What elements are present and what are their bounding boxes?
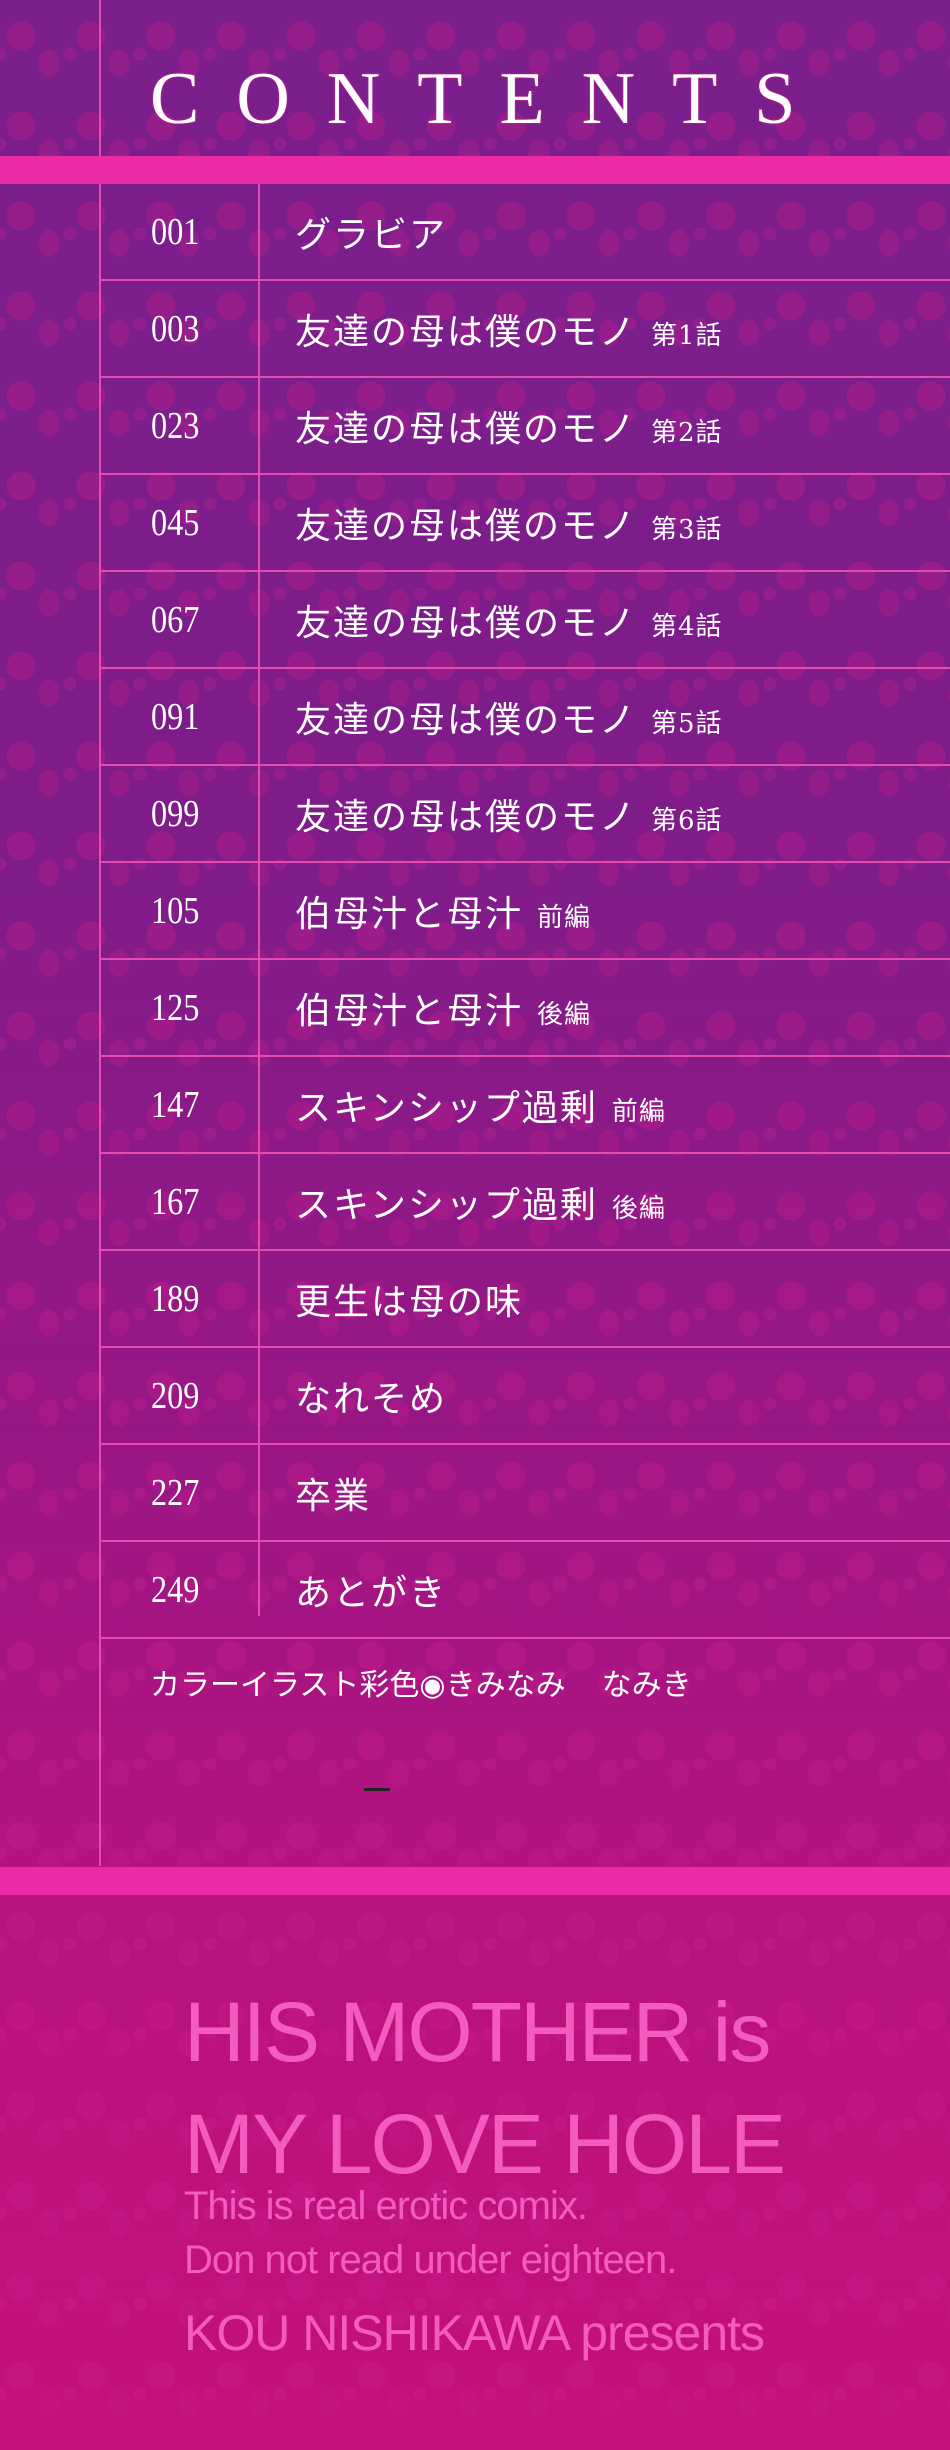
contents-row[interactable]: 003 友達の母は僕のモノ 第1話 <box>101 281 950 378</box>
contents-row[interactable]: 105 伯母汁と母汁 前編 <box>101 863 950 960</box>
chapter-title: スキンシップ過剰 後編 <box>295 1176 666 1228</box>
chapter-part: 前編 <box>611 1096 666 1127</box>
chapter-part: 第2話 <box>651 417 723 448</box>
page-number: 045 <box>151 501 200 544</box>
chapter-title-text: 友達の母は僕のモノ <box>295 408 638 450</box>
chapter-part: 前編 <box>537 902 592 933</box>
chapter-title: 友達の母は僕のモノ 第6話 <box>295 788 723 840</box>
contents-row[interactable]: 067 友達の母は僕のモノ 第4話 <box>101 572 950 669</box>
contents-row[interactable]: 099 友達の母は僕のモノ 第6話 <box>101 766 950 863</box>
chapter-title: 卒業 <box>295 1467 371 1519</box>
contents-row[interactable]: 125 伯母汁と母汁 後編 <box>101 960 950 1057</box>
chapter-part: 第1話 <box>651 320 723 351</box>
chapter-title-text: 伯母汁と母汁 <box>295 990 524 1032</box>
chapter-title-text: スキンシップ過剰 <box>295 1184 598 1226</box>
bottom-band <box>0 1867 950 1895</box>
chapter-title-text: スキンシップ過剰 <box>295 1087 598 1129</box>
chapter-title: 友達の母は僕のモノ 第4話 <box>295 594 723 646</box>
page-number: 249 <box>151 1568 200 1611</box>
chapter-title: グラビア <box>295 206 447 258</box>
chapter-title-text: 友達の母は僕のモノ <box>295 602 638 644</box>
chapter-part: 第4話 <box>651 611 723 642</box>
page-number: 125 <box>151 986 200 1029</box>
color-credit: カラーイラスト彩色◉きみなみ なみき <box>150 1660 692 1704</box>
contents-list: 001 グラビア 003 友達の母は僕のモノ 第1話 023 友達の母は僕のモノ 第2話 045… <box>101 184 950 1639</box>
page-number: 147 <box>151 1083 200 1126</box>
chapter-part: 後編 <box>537 999 592 1030</box>
chapter-title: 更生は母の味 <box>295 1273 523 1325</box>
chapter-part: 第5話 <box>651 708 723 739</box>
contents-row[interactable]: 045 友達の母は僕のモノ 第3話 <box>101 475 950 572</box>
book-title-line2: MY LOVE HOLE <box>184 2097 786 2191</box>
credit-label: カラーイラスト彩色◉きみなみ <box>150 1668 566 1703</box>
page-number: 099 <box>151 792 200 835</box>
notice-line1: This is real erotic comix. <box>184 2184 588 2228</box>
chapter-title: 友達の母は僕のモノ 第5話 <box>295 691 723 743</box>
chapter-title-text: 友達の母は僕のモノ <box>295 311 638 353</box>
chapter-title: 伯母汁と母汁 後編 <box>295 982 591 1034</box>
top-band <box>0 156 950 184</box>
page-number: 003 <box>151 307 200 350</box>
page-number: 001 <box>151 210 200 253</box>
chapter-title-text: 友達の母は僕のモノ <box>295 505 638 547</box>
chapter-title: なれそめ <box>295 1370 447 1422</box>
column-rule <box>258 184 260 1616</box>
chapter-title-text: 友達の母は僕のモノ <box>295 796 638 838</box>
page-number: 091 <box>151 695 200 738</box>
chapter-title-text: 伯母汁と母汁 <box>295 893 524 935</box>
chapter-title-text: 友達の母は僕のモノ <box>295 699 638 741</box>
chapter-title-text: 卒業 <box>295 1475 372 1517</box>
page-number: 209 <box>151 1374 200 1417</box>
contents-row[interactable]: 167 スキンシップ過剰 後編 <box>101 1154 950 1251</box>
notice-line2: Don not read under eighteen. <box>184 2238 677 2282</box>
page-number: 189 <box>151 1277 200 1320</box>
contents-row[interactable]: 227 卒業 <box>101 1445 950 1542</box>
chapter-title: 伯母汁と母汁 前編 <box>295 885 591 937</box>
chapter-title: 友達の母は僕のモノ 第1話 <box>295 303 723 355</box>
chapter-title-text: あとがき <box>295 1572 448 1614</box>
chapter-part: 第3話 <box>651 514 723 545</box>
chapter-title-text: なれそめ <box>295 1378 448 1420</box>
book-title-line1: HIS MOTHER is <box>184 1985 771 2079</box>
chapter-title-text: グラビア <box>295 214 448 256</box>
contents-row[interactable]: 091 友達の母は僕のモノ 第5話 <box>101 669 950 766</box>
contents-row[interactable]: 147 スキンシップ過剰 前編 <box>101 1057 950 1154</box>
contents-row[interactable]: 001 グラビア <box>101 184 950 281</box>
dash-mark <box>364 1788 390 1791</box>
chapter-title: 友達の母は僕のモノ 第3話 <box>295 497 723 549</box>
page-title: CONTENTS <box>150 58 833 140</box>
contents-row[interactable]: 249 あとがき <box>101 1542 950 1639</box>
contents-row[interactable]: 189 更生は母の味 <box>101 1251 950 1348</box>
chapter-part: 後編 <box>611 1193 666 1224</box>
contents-row[interactable]: 023 友達の母は僕のモノ 第2話 <box>101 378 950 475</box>
left-rule <box>99 0 101 1866</box>
chapter-part: 第6話 <box>651 805 723 836</box>
page-number: 227 <box>151 1471 200 1514</box>
contents-row[interactable]: 209 なれそめ <box>101 1348 950 1445</box>
chapter-title: スキンシップ過剰 前編 <box>295 1079 666 1131</box>
chapter-title: 友達の母は僕のモノ 第2話 <box>295 400 723 452</box>
page-number: 067 <box>151 598 200 641</box>
page-number: 105 <box>151 889 200 932</box>
chapter-title: あとがき <box>295 1564 447 1616</box>
page-number: 167 <box>151 1180 200 1223</box>
author-presents: KOU NISHIKAWA presents <box>184 2305 765 2361</box>
page-number: 023 <box>151 404 200 447</box>
credit-name: なみき <box>601 1668 692 1703</box>
chapter-title-text: 更生は母の味 <box>295 1281 524 1323</box>
